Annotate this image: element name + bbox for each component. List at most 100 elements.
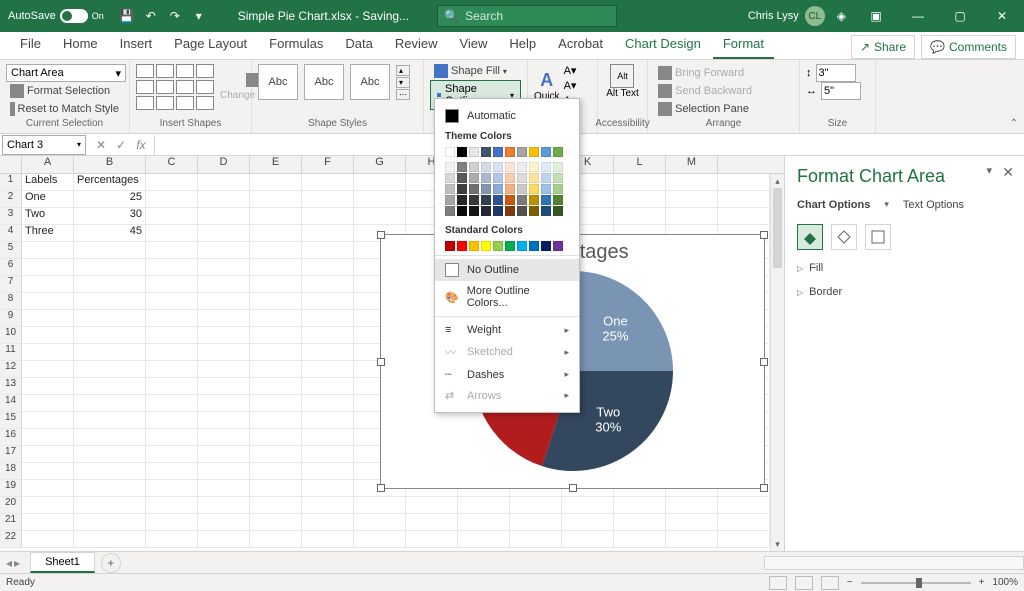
row-header[interactable]: 5 [0, 242, 22, 259]
maximize-icon[interactable]: ▢ [942, 0, 978, 32]
cell[interactable] [146, 429, 198, 446]
color-swatch[interactable] [469, 206, 479, 216]
row-header[interactable]: 12 [0, 361, 22, 378]
add-sheet-button[interactable]: + [101, 553, 121, 573]
save-icon[interactable]: 💾 [116, 5, 138, 27]
tab-home[interactable]: Home [53, 30, 108, 59]
cell[interactable] [198, 395, 250, 412]
cell[interactable] [302, 446, 354, 463]
fill-line-tab-icon[interactable] [797, 224, 823, 250]
comments-button[interactable]: 💬Comments [921, 35, 1016, 59]
minimize-icon[interactable]: — [900, 0, 936, 32]
cell[interactable] [198, 446, 250, 463]
cell[interactable] [74, 446, 146, 463]
tab-file[interactable]: File [10, 30, 51, 59]
quick-styles-button[interactable]: AQuick [534, 70, 560, 102]
cell[interactable] [74, 259, 146, 276]
resize-handle[interactable] [760, 484, 768, 492]
color-swatch[interactable] [529, 241, 539, 251]
fill-section[interactable]: ▷Fill [797, 262, 1012, 274]
cell[interactable] [146, 293, 198, 310]
pane-options-icon[interactable]: ▾ [986, 164, 992, 177]
cell[interactable] [614, 174, 666, 191]
color-swatch[interactable] [553, 195, 563, 205]
cell[interactable] [22, 463, 74, 480]
cell[interactable] [198, 259, 250, 276]
formula-input[interactable] [154, 135, 1024, 155]
share-button[interactable]: ↗Share [851, 35, 915, 59]
cell[interactable] [666, 531, 718, 548]
cell[interactable] [666, 497, 718, 514]
color-swatch[interactable] [457, 147, 467, 157]
cell[interactable] [198, 480, 250, 497]
resize-handle[interactable] [377, 231, 385, 239]
color-swatch[interactable] [481, 241, 491, 251]
color-swatch[interactable] [493, 195, 503, 205]
color-swatch[interactable] [529, 173, 539, 183]
select-all-corner[interactable] [0, 156, 22, 173]
cell[interactable] [74, 361, 146, 378]
color-swatch[interactable] [517, 173, 527, 183]
row-header[interactable]: 1 [0, 174, 22, 191]
cell[interactable] [302, 327, 354, 344]
color-swatch[interactable] [529, 162, 539, 172]
cell[interactable] [22, 276, 74, 293]
cell[interactable] [22, 259, 74, 276]
insert-shapes-gallery[interactable] [136, 64, 214, 110]
cell[interactable] [146, 259, 198, 276]
cell[interactable] [250, 310, 302, 327]
theme-color-row[interactable] [435, 146, 579, 158]
cell[interactable] [198, 242, 250, 259]
page-break-view-icon[interactable] [821, 576, 839, 590]
cell[interactable] [614, 531, 666, 548]
color-swatch[interactable] [493, 162, 503, 172]
cell[interactable] [146, 344, 198, 361]
cell[interactable] [250, 463, 302, 480]
cell[interactable] [74, 276, 146, 293]
color-swatch[interactable] [445, 162, 455, 172]
theme-color-grid[interactable] [435, 161, 579, 217]
tab-data[interactable]: Data [335, 30, 382, 59]
color-swatch[interactable] [493, 147, 503, 157]
color-swatch[interactable] [541, 147, 551, 157]
cell[interactable] [198, 276, 250, 293]
color-swatch[interactable] [445, 184, 455, 194]
color-swatch[interactable] [541, 184, 551, 194]
cell[interactable]: 30 [74, 208, 146, 225]
pane-close-icon[interactable]: ✕ [1002, 164, 1014, 181]
cell[interactable] [146, 242, 198, 259]
shape-style-preset[interactable]: Abc [304, 64, 344, 100]
color-swatch[interactable] [517, 206, 527, 216]
cell[interactable] [510, 531, 562, 548]
cell[interactable] [250, 259, 302, 276]
tab-acrobat[interactable]: Acrobat [548, 30, 613, 59]
cell[interactable]: One [22, 191, 74, 208]
cell[interactable] [302, 463, 354, 480]
border-section[interactable]: ▷Border [797, 286, 1012, 298]
alt-text-button[interactable]: Alt Alt Text [606, 64, 639, 99]
cell[interactable] [666, 514, 718, 531]
color-swatch[interactable] [553, 184, 563, 194]
cell[interactable] [302, 344, 354, 361]
resize-handle[interactable] [377, 358, 385, 366]
row-header[interactable]: 4 [0, 225, 22, 242]
cell[interactable] [302, 497, 354, 514]
no-outline-item[interactable]: No Outline [435, 259, 579, 281]
shape-height-input[interactable]: ↕ [806, 64, 869, 82]
tab-help[interactable]: Help [499, 30, 546, 59]
cell[interactable] [302, 208, 354, 225]
color-swatch[interactable] [541, 162, 551, 172]
scroll-thumb[interactable] [773, 188, 782, 268]
cell[interactable] [22, 378, 74, 395]
cell[interactable] [22, 429, 74, 446]
shape-width-input[interactable]: ↔ [806, 82, 869, 100]
row-header[interactable]: 19 [0, 480, 22, 497]
cell[interactable] [198, 310, 250, 327]
cell[interactable] [198, 514, 250, 531]
color-swatch[interactable] [505, 195, 515, 205]
cell[interactable] [406, 497, 458, 514]
color-swatch[interactable] [553, 206, 563, 216]
cell[interactable] [302, 293, 354, 310]
resize-handle[interactable] [760, 231, 768, 239]
color-swatch[interactable] [481, 184, 491, 194]
